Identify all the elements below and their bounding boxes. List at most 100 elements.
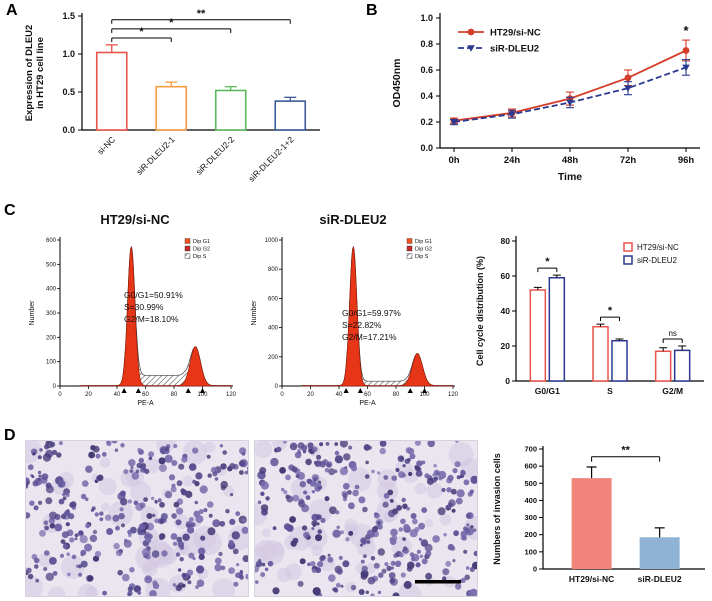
flow-title-si-nc: HT29/si-NC [100, 212, 170, 227]
svg-text:HT29/si-NC: HT29/si-NC [637, 243, 679, 252]
svg-text:60: 60 [142, 392, 149, 398]
svg-text:1.0: 1.0 [420, 13, 433, 23]
svg-text:24h: 24h [504, 155, 521, 166]
svg-text:80: 80 [393, 392, 400, 398]
svg-text:0.0: 0.0 [420, 143, 433, 153]
svg-text:60: 60 [364, 392, 371, 398]
svg-text:0: 0 [280, 392, 284, 398]
svg-text:800: 800 [268, 267, 279, 273]
panel-c-label: C [4, 202, 16, 219]
svg-text:0: 0 [53, 384, 57, 390]
svg-text:40: 40 [501, 306, 511, 316]
svg-text:OD450nm: OD450nm [391, 58, 403, 107]
flow-histogram-si-nc: 0 100 200 300 400 500 600 0 20 40 60 80 100 120 PE-A Nu… [29, 237, 237, 407]
svg-text:400: 400 [524, 496, 537, 505]
svg-text:G0/G1=59.97%: G0/G1=59.97% [342, 308, 401, 318]
panel-d-label: D [4, 427, 16, 444]
svg-text:Dip S: Dip S [193, 254, 207, 260]
svg-text:G0/G1=50.91%: G0/G1=50.91% [124, 290, 183, 300]
svg-text:48h: 48h [562, 155, 579, 166]
svg-text:HT29/si-NC: HT29/si-NC [490, 28, 541, 39]
svg-text:60: 60 [501, 271, 511, 281]
svg-text:120: 120 [226, 392, 237, 398]
svg-text:*: * [608, 305, 613, 317]
svg-text:600: 600 [268, 296, 279, 302]
svg-text:1000: 1000 [265, 238, 279, 244]
svg-text:0.6: 0.6 [420, 65, 433, 75]
invasion-bar-chart: 0 100 200 300 400 500 600 700 Numbers of invasio… [492, 445, 705, 584]
svg-text:0.5: 0.5 [62, 87, 75, 97]
svg-text:100: 100 [46, 360, 57, 366]
svg-text:0: 0 [505, 376, 510, 386]
svg-text:Numbers of invasion cells: Numbers of invasion cells [492, 453, 502, 565]
svg-text:in HT29 cell line: in HT29 cell line [35, 37, 46, 109]
svg-text:G0/G1: G0/G1 [535, 386, 560, 396]
svg-text:500: 500 [46, 262, 57, 268]
svg-text:PE-A: PE-A [359, 400, 376, 407]
svg-text:PE-A: PE-A [137, 400, 154, 407]
svg-text:siR-DLEU2-1: siR-DLEU2-1 [134, 134, 177, 177]
svg-text:Dip G2: Dip G2 [415, 247, 432, 253]
svg-text:0: 0 [58, 392, 62, 398]
svg-text:0: 0 [533, 565, 537, 574]
svg-text:600: 600 [46, 238, 57, 244]
svg-text:**: ** [197, 8, 206, 20]
svg-text:100: 100 [524, 547, 537, 556]
svg-text:40: 40 [114, 392, 121, 398]
svg-text:80: 80 [171, 392, 178, 398]
svg-text:Dip G2: Dip G2 [193, 247, 210, 253]
svg-text:200: 200 [268, 355, 279, 361]
svg-text:100: 100 [419, 392, 430, 398]
svg-text:S=30.99%: S=30.99% [124, 302, 164, 312]
flow-title-sir-dleu2: siR-DLEU2 [319, 212, 387, 227]
svg-text:200: 200 [46, 335, 57, 341]
svg-text:Dip G1: Dip G1 [415, 239, 432, 245]
svg-text:300: 300 [524, 513, 537, 522]
svg-text:0.0: 0.0 [62, 125, 75, 135]
svg-text:80: 80 [501, 236, 511, 246]
svg-text:Dip G1: Dip G1 [193, 239, 210, 245]
invasion-micrograph-si-nc [25, 440, 249, 597]
svg-text:400: 400 [46, 287, 57, 293]
svg-text:0.8: 0.8 [420, 39, 433, 49]
svg-text:200: 200 [524, 530, 537, 539]
invasion-micrograph-sir-dleu2 [254, 440, 478, 597]
svg-text:Number: Number [251, 300, 258, 326]
cell-cycle-bar-chart: 0 20 40 60 80 Cell cycle distribution (%) G0/G… [475, 236, 704, 396]
svg-text:96h: 96h [678, 155, 695, 166]
flow-histogram-sir-dleu2: 0 200 400 600 800 1000 0 20 40 60 80 100 120 PE-A Numb… [251, 237, 459, 407]
panel-a-label: A [6, 2, 18, 19]
svg-text:500: 500 [524, 479, 537, 488]
svg-text:700: 700 [524, 445, 537, 454]
svg-text:Expression of DLEU2: Expression of DLEU2 [24, 25, 35, 122]
svg-text:120: 120 [448, 392, 459, 398]
svg-text:40: 40 [336, 392, 343, 398]
svg-text:G2/M=18.10%: G2/M=18.10% [124, 314, 179, 324]
panel-b-label: B [366, 2, 378, 19]
svg-text:ns: ns [668, 329, 676, 338]
svg-text:*: * [683, 23, 689, 38]
svg-text:HT29/si-NC: HT29/si-NC [569, 574, 614, 584]
svg-text:siR-DLEU2: siR-DLEU2 [490, 44, 539, 55]
svg-text:400: 400 [268, 326, 279, 332]
svg-text:300: 300 [46, 311, 57, 317]
svg-text:1.5: 1.5 [62, 11, 75, 21]
svg-text:600: 600 [524, 462, 537, 471]
svg-text:0.4: 0.4 [420, 91, 433, 101]
svg-text:72h: 72h [620, 155, 637, 166]
svg-text:0: 0 [275, 384, 279, 390]
svg-text:siR-DLEU2-1+2: siR-DLEU2-1+2 [246, 134, 296, 184]
svg-text:si-NC: si-NC [95, 134, 117, 156]
svg-text:20: 20 [85, 392, 92, 398]
svg-text:*: * [139, 26, 144, 38]
svg-text:Cell cycle distribution (%): Cell cycle distribution (%) [475, 256, 485, 366]
proliferation-line-chart: 0.0 0.2 0.4 0.6 0.8 1.0 0h 24h 48h 72h 96h Time OD45… [391, 13, 700, 183]
svg-text:20: 20 [501, 341, 511, 351]
svg-text:G2/M: G2/M [662, 386, 683, 396]
svg-text:20: 20 [307, 392, 314, 398]
svg-text:*: * [545, 256, 550, 268]
svg-text:Number: Number [29, 300, 36, 326]
svg-text:siR-DLEU2-2: siR-DLEU2-2 [194, 134, 237, 177]
svg-text:S: S [607, 386, 613, 396]
